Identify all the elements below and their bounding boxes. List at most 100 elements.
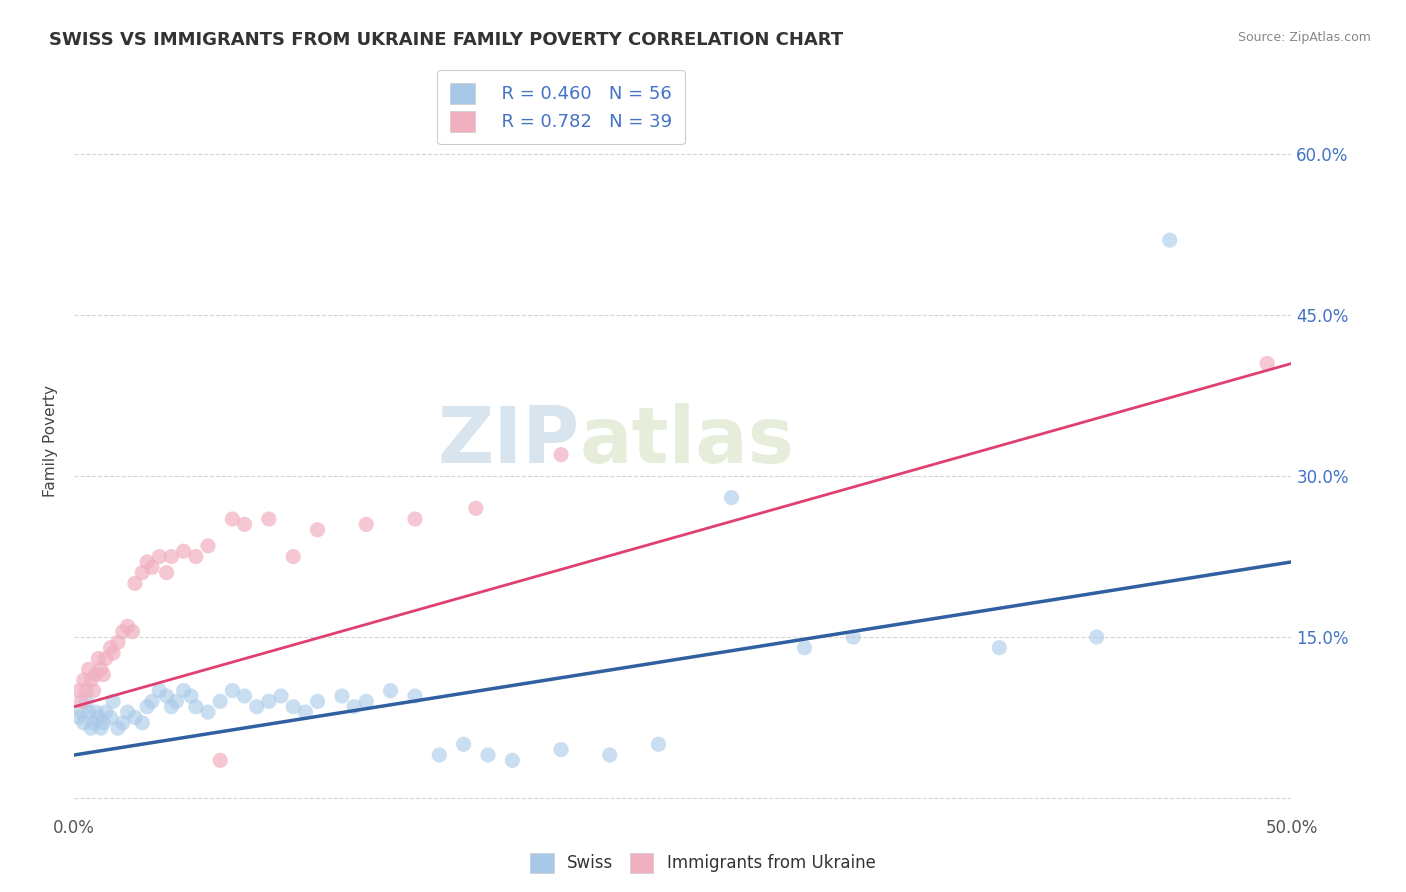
Point [221,683,243,698]
Point [221,512,243,526]
Point [124,576,146,591]
Point [464,501,486,516]
Point [453,737,475,751]
Point [550,448,572,462]
Text: ZIP: ZIP [437,403,579,479]
Point [180,689,202,703]
Text: atlas: atlas [579,403,794,479]
Point [141,694,163,708]
Point [70,694,93,708]
Point [283,699,305,714]
Point [67,683,90,698]
Point [148,683,170,698]
Point [477,747,499,762]
Point [117,619,139,633]
Point [141,560,163,574]
Point [117,705,139,719]
Point [184,699,207,714]
Point [550,742,572,756]
Point [343,699,366,714]
Point [94,651,117,665]
Point [160,699,183,714]
Point [83,683,105,698]
Point [1159,233,1181,247]
Point [354,517,377,532]
Point [380,683,402,698]
Point [233,517,256,532]
Point [160,549,183,564]
Point [270,689,292,703]
Point [91,667,114,681]
Point [87,710,110,724]
Point [184,549,207,564]
Point [75,683,97,698]
Text: Source: ZipAtlas.com: Source: ZipAtlas.com [1237,31,1371,45]
Point [91,715,114,730]
Point [100,710,122,724]
Point [121,624,143,639]
Point [173,683,195,698]
Point [233,689,256,703]
Point [111,624,134,639]
Point [77,705,100,719]
Point [793,640,815,655]
Point [404,512,426,526]
Point [80,721,103,735]
Point [294,705,316,719]
Point [156,689,179,703]
Point [209,753,232,767]
Text: SWISS VS IMMIGRANTS FROM UKRAINE FAMILY POVERTY CORRELATION CHART: SWISS VS IMMIGRANTS FROM UKRAINE FAMILY … [49,31,844,49]
Y-axis label: Family Poverty: Family Poverty [44,385,58,497]
Point [84,705,107,719]
Point [111,715,134,730]
Point [165,694,187,708]
Point [257,694,280,708]
Point [124,710,146,724]
Point [330,689,353,703]
Point [257,512,280,526]
Point [73,673,96,687]
Point [197,705,219,719]
Point [307,694,329,708]
Point [1256,357,1278,371]
Point [427,747,450,762]
Point [90,662,112,676]
Point [307,523,329,537]
Point [720,491,742,505]
Point [136,555,159,569]
Point [354,694,377,708]
Point [73,715,96,730]
Point [988,640,1011,655]
Point [83,715,105,730]
Legend: Swiss, Immigrants from Ukraine: Swiss, Immigrants from Ukraine [524,847,882,880]
Point [842,630,865,644]
Point [131,715,153,730]
Point [94,705,117,719]
Point [77,662,100,676]
Point [87,651,110,665]
Point [107,721,129,735]
Point [80,673,103,687]
Point [75,694,97,708]
Point [84,667,107,681]
Point [599,747,621,762]
Point [173,544,195,558]
Point [100,640,122,655]
Point [1085,630,1108,644]
Point [197,539,219,553]
Point [209,694,232,708]
Point [101,694,124,708]
Point [647,737,669,751]
Point [156,566,179,580]
Point [101,646,124,660]
Point [90,721,112,735]
Point [501,753,523,767]
Point [404,689,426,703]
Legend:   R = 0.460   N = 56,   R = 0.782   N = 39: R = 0.460 N = 56, R = 0.782 N = 39 [437,70,685,145]
Point [283,549,305,564]
Point [70,705,93,719]
Point [67,710,90,724]
Point [107,635,129,649]
Point [246,699,269,714]
Point [131,566,153,580]
